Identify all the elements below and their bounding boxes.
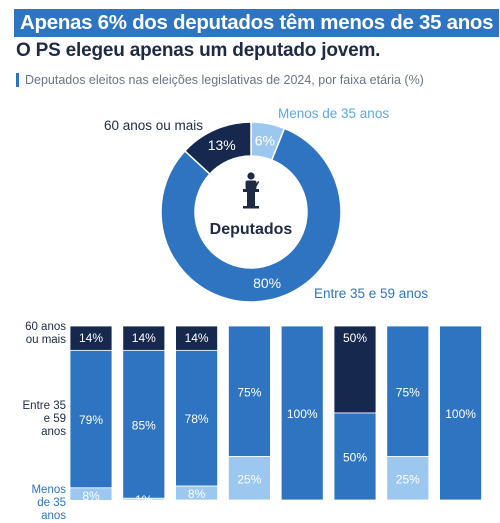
bar-value-label: 14% xyxy=(132,331,156,345)
bar-value-label: 1% xyxy=(135,493,153,500)
bar-segment-old xyxy=(69,325,113,351)
bar-segment-middle xyxy=(280,325,324,500)
donut-center-label: Deputados xyxy=(209,221,293,238)
donut-value-label: 13% xyxy=(208,137,236,153)
bar-segment-middle xyxy=(69,349,113,489)
bar-segment-old xyxy=(175,325,219,351)
row-label-middle: Entre 35 e 59 anos xyxy=(22,400,66,438)
bar-value-label: 78% xyxy=(185,412,209,426)
bar-value-label: 14% xyxy=(185,331,209,345)
bar-segment-young xyxy=(69,487,113,500)
bar-value-label: 8% xyxy=(188,487,206,500)
row-label-old: 60 anos ou mais xyxy=(25,321,66,346)
speaker-at-podium-icon xyxy=(243,172,260,209)
bar-value-label: 100% xyxy=(445,407,476,421)
donut-label-middle: Entre 35 e 59 anos xyxy=(314,286,429,301)
donut-label-old: 60 anos ou mais xyxy=(104,118,204,133)
donut-slice xyxy=(160,127,342,303)
bar-segment-middle xyxy=(439,325,483,500)
donut-chart: 6% 80% 13% xyxy=(160,121,342,303)
bar-segment-middle xyxy=(175,349,219,487)
bar-value-label: 50% xyxy=(343,451,367,465)
bar-value-label: 85% xyxy=(132,418,156,432)
bar-value-label: 25% xyxy=(237,472,261,486)
bar-value-label: 8% xyxy=(82,489,100,500)
bar-value-label: 75% xyxy=(396,385,420,399)
page-title: Apenas 6% dos deputados têm menos de 35 … xyxy=(14,9,500,37)
bar-segment-middle xyxy=(333,412,377,500)
page-title-wrap: Apenas 6% dos deputados têm menos de 35 … xyxy=(14,8,500,38)
bar-segment-old xyxy=(122,325,166,351)
bar-segment-middle xyxy=(227,325,271,457)
bar-value-label: 50% xyxy=(343,331,367,345)
bar-value-label: 75% xyxy=(237,385,261,399)
page-subtitle: O PS elegeu apenas um deputado jovem. xyxy=(16,40,381,61)
donut-value-label: 80% xyxy=(253,275,281,291)
donut-value-label: 6% xyxy=(255,132,275,148)
bar-value-label: 79% xyxy=(79,413,103,427)
chart-description: Deputados eleitos nas eleições legislati… xyxy=(16,73,424,87)
bar-segment-young xyxy=(122,497,166,500)
bar-value-label: 14% xyxy=(79,331,103,345)
bar-value-label: 100% xyxy=(287,407,318,421)
bar-segment-young xyxy=(227,456,271,500)
donut-slice xyxy=(183,121,252,176)
donut-label-young: Menos de 35 anos xyxy=(278,106,390,121)
bar-value-label: 25% xyxy=(396,472,420,486)
party-stacked-bars: 14% 79% 8% 14% 85% 1% 14% 78% 8% 75% 25% 100% 50% 50%… xyxy=(69,325,483,500)
bar-segment-middle xyxy=(122,349,166,499)
bar-segment-young xyxy=(386,456,430,500)
